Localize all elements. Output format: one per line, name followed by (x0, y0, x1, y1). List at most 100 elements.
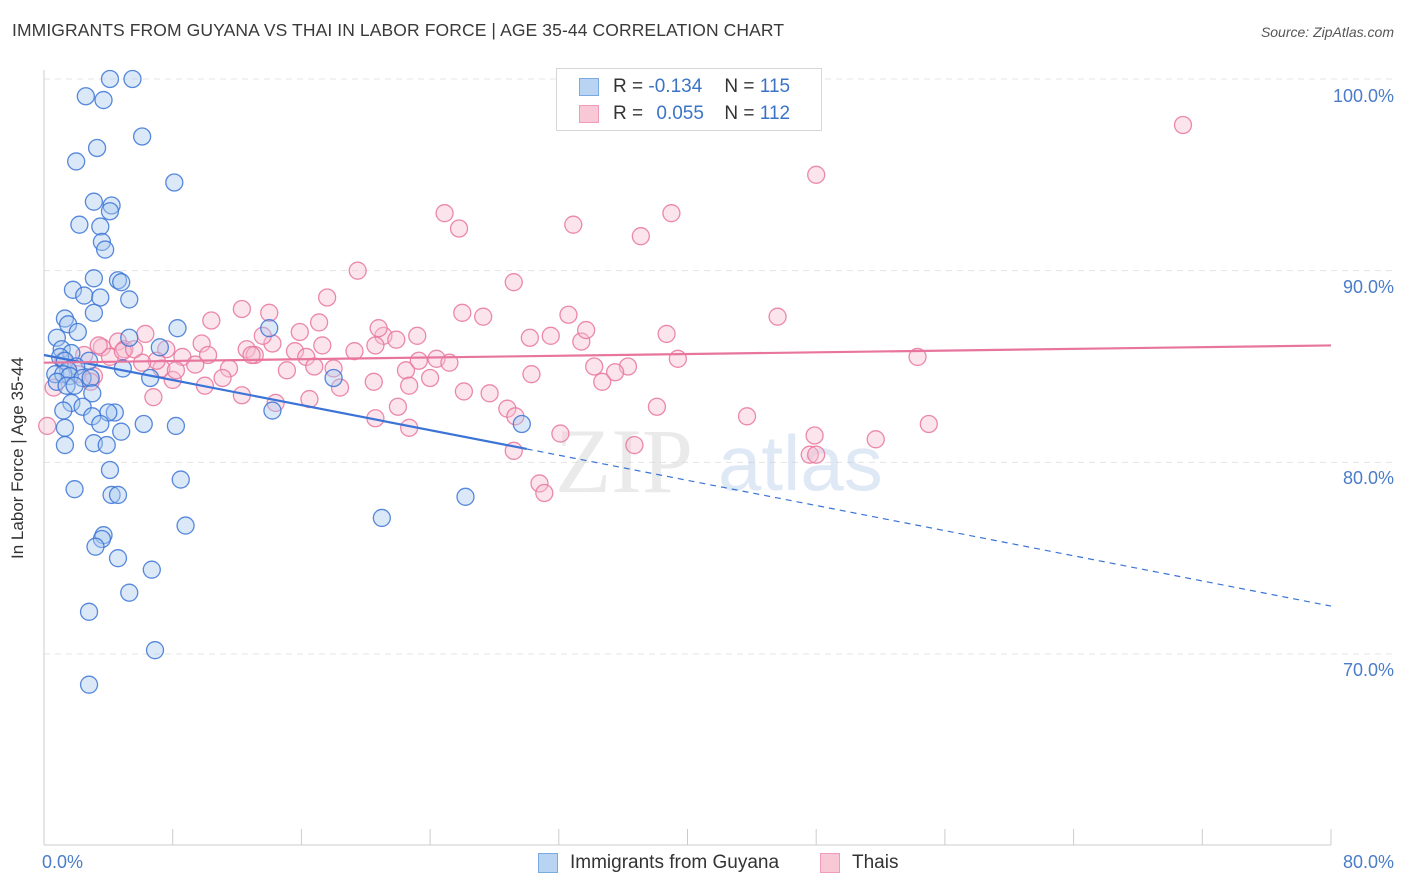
trend-lines (43, 344, 1332, 607)
r-label: R = (613, 76, 644, 97)
guyana-legend-swatch (538, 853, 558, 873)
thai-point (919, 414, 938, 434)
guyana-point (100, 460, 120, 480)
guyana-point (58, 315, 78, 334)
guyana-point (120, 583, 139, 602)
thai-point (668, 349, 687, 368)
thai-point (89, 336, 108, 355)
guyana-point (102, 485, 121, 505)
thai-point (317, 288, 337, 307)
guyana-point (91, 414, 110, 434)
thai-point (1173, 115, 1193, 135)
guyana-point (55, 418, 75, 437)
thai-point (605, 363, 625, 382)
thai-point (453, 303, 472, 322)
thai-point (474, 307, 493, 326)
guyana-point (372, 508, 391, 528)
guyana-point (134, 414, 153, 434)
thai-legend-label: Thais (852, 852, 899, 873)
thai-point (408, 326, 427, 345)
thai-point (737, 407, 757, 426)
guyana-point (168, 319, 187, 338)
thai-point (585, 357, 604, 376)
thai-point (530, 474, 549, 493)
watermark-zip: ZIP (555, 410, 693, 512)
n-label: N = (724, 103, 755, 124)
thai-point (551, 424, 570, 443)
thai-point (564, 215, 583, 234)
guyana-point (120, 328, 139, 347)
thai-point (202, 311, 221, 330)
thai-point (309, 313, 329, 332)
guyana-point (108, 485, 128, 505)
guyana-point (54, 401, 73, 420)
thai-point (522, 365, 541, 384)
ytick-70: 70.0% (1342, 660, 1394, 680)
guyana-point (150, 338, 169, 357)
thai-point (541, 326, 560, 345)
thai-point (576, 320, 596, 340)
guyana-point (68, 322, 87, 342)
thai-point (768, 307, 787, 326)
r-value: 0.055 (656, 103, 704, 124)
thai-point (260, 303, 279, 322)
thai-point (324, 359, 343, 378)
xtick-min: 0.0% (42, 852, 84, 872)
axes (43, 70, 1332, 846)
guyana-point (70, 215, 89, 234)
thai-point (198, 345, 218, 365)
thai-point (38, 416, 57, 436)
guyana-swatch (579, 78, 599, 96)
thai-point (136, 324, 155, 344)
guyana-point (55, 309, 75, 328)
guyana-point (84, 269, 104, 288)
ytick-90: 90.0% (1342, 277, 1394, 297)
ytick-80: 80.0% (1342, 468, 1394, 488)
thai-point (449, 219, 469, 238)
n-value: 112 (759, 103, 791, 124)
guyana-point (112, 422, 131, 441)
thai-point (805, 426, 824, 445)
thai-point (908, 347, 927, 367)
guyana-point (171, 470, 190, 489)
thai-point (807, 165, 826, 184)
guyana-point (108, 271, 128, 290)
guyana-point (76, 87, 95, 106)
guyana-point (324, 368, 343, 388)
thai-point (345, 342, 364, 361)
guyana-legend-label: Immigrants from Guyana (570, 852, 780, 873)
guyana-point (91, 217, 110, 236)
guyana-point (63, 280, 83, 299)
thai-point (435, 204, 454, 223)
thai-point (290, 322, 309, 342)
thai-point (504, 273, 523, 292)
guyana-point (47, 372, 67, 391)
thai-point (520, 328, 539, 347)
thai-point (593, 372, 612, 391)
thai-point (480, 384, 499, 403)
xtick-max: 80.0% (1342, 852, 1394, 872)
guyana-points (46, 69, 531, 694)
guyana-point (47, 328, 67, 347)
thai-point (366, 336, 385, 355)
bottom-legend-thai: Thais (820, 852, 898, 874)
guyana-point (81, 368, 100, 388)
n-value: 115 (759, 76, 791, 97)
source-label: Source: ZipAtlas.com (1260, 24, 1394, 40)
thai-point (313, 336, 332, 355)
legend-row-thai: R = 0.055 N = 112 (557, 101, 790, 127)
thai-point (396, 361, 416, 380)
guyana-point (142, 560, 161, 579)
guyana-point (263, 401, 282, 420)
thai-point (348, 261, 367, 280)
thai-point (387, 330, 406, 349)
guyana-trend-line (43, 353, 527, 450)
thai-point (305, 357, 324, 376)
thai-point (369, 319, 388, 338)
thai-point (409, 351, 428, 370)
thai-point (277, 361, 297, 380)
guyana-point (65, 480, 84, 499)
guyana-point (260, 319, 279, 338)
guyana-point (132, 127, 152, 146)
